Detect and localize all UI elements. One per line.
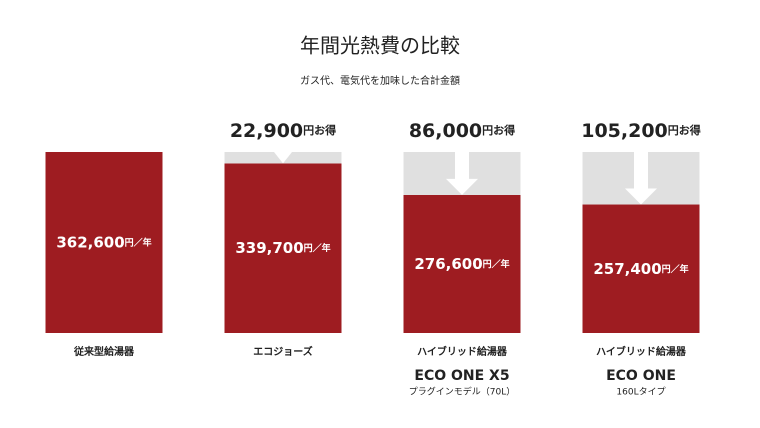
- category-label: エコジョーズ: [253, 345, 313, 358]
- category-label: ハイブリッド給湯器: [417, 345, 508, 358]
- savings-label: 22,900円お得: [230, 120, 336, 142]
- value-label: 276,600円／年: [414, 254, 509, 272]
- bar: [224, 163, 342, 333]
- savings-arrow: [274, 152, 292, 164]
- category-label: ハイブリッド給湯器: [596, 345, 687, 358]
- product-label: ECO ONE: [606, 368, 676, 384]
- savings-label: 105,200円お得: [581, 120, 701, 142]
- value-label: 362,600円／年: [56, 233, 151, 251]
- chart-subtitle: ガス代、電気代を加味した合計金額: [300, 74, 460, 87]
- bar: [403, 194, 521, 333]
- category-label: 従来型給湯器: [73, 345, 135, 358]
- note-label: 160Lタイプ: [616, 387, 665, 398]
- value-label: 257,400円／年: [593, 259, 688, 277]
- savings-label: 86,000円お得: [409, 120, 515, 142]
- value-label: 339,700円／年: [235, 239, 330, 257]
- bar: [582, 204, 700, 333]
- chart-title: 年間光熱費の比較: [300, 34, 460, 58]
- product-label: ECO ONE X5: [414, 368, 509, 384]
- savings-arrow: [446, 152, 478, 195]
- bar: [45, 152, 163, 333]
- note-label: プラグインモデル（70L）: [409, 386, 515, 398]
- savings-arrow: [625, 152, 657, 205]
